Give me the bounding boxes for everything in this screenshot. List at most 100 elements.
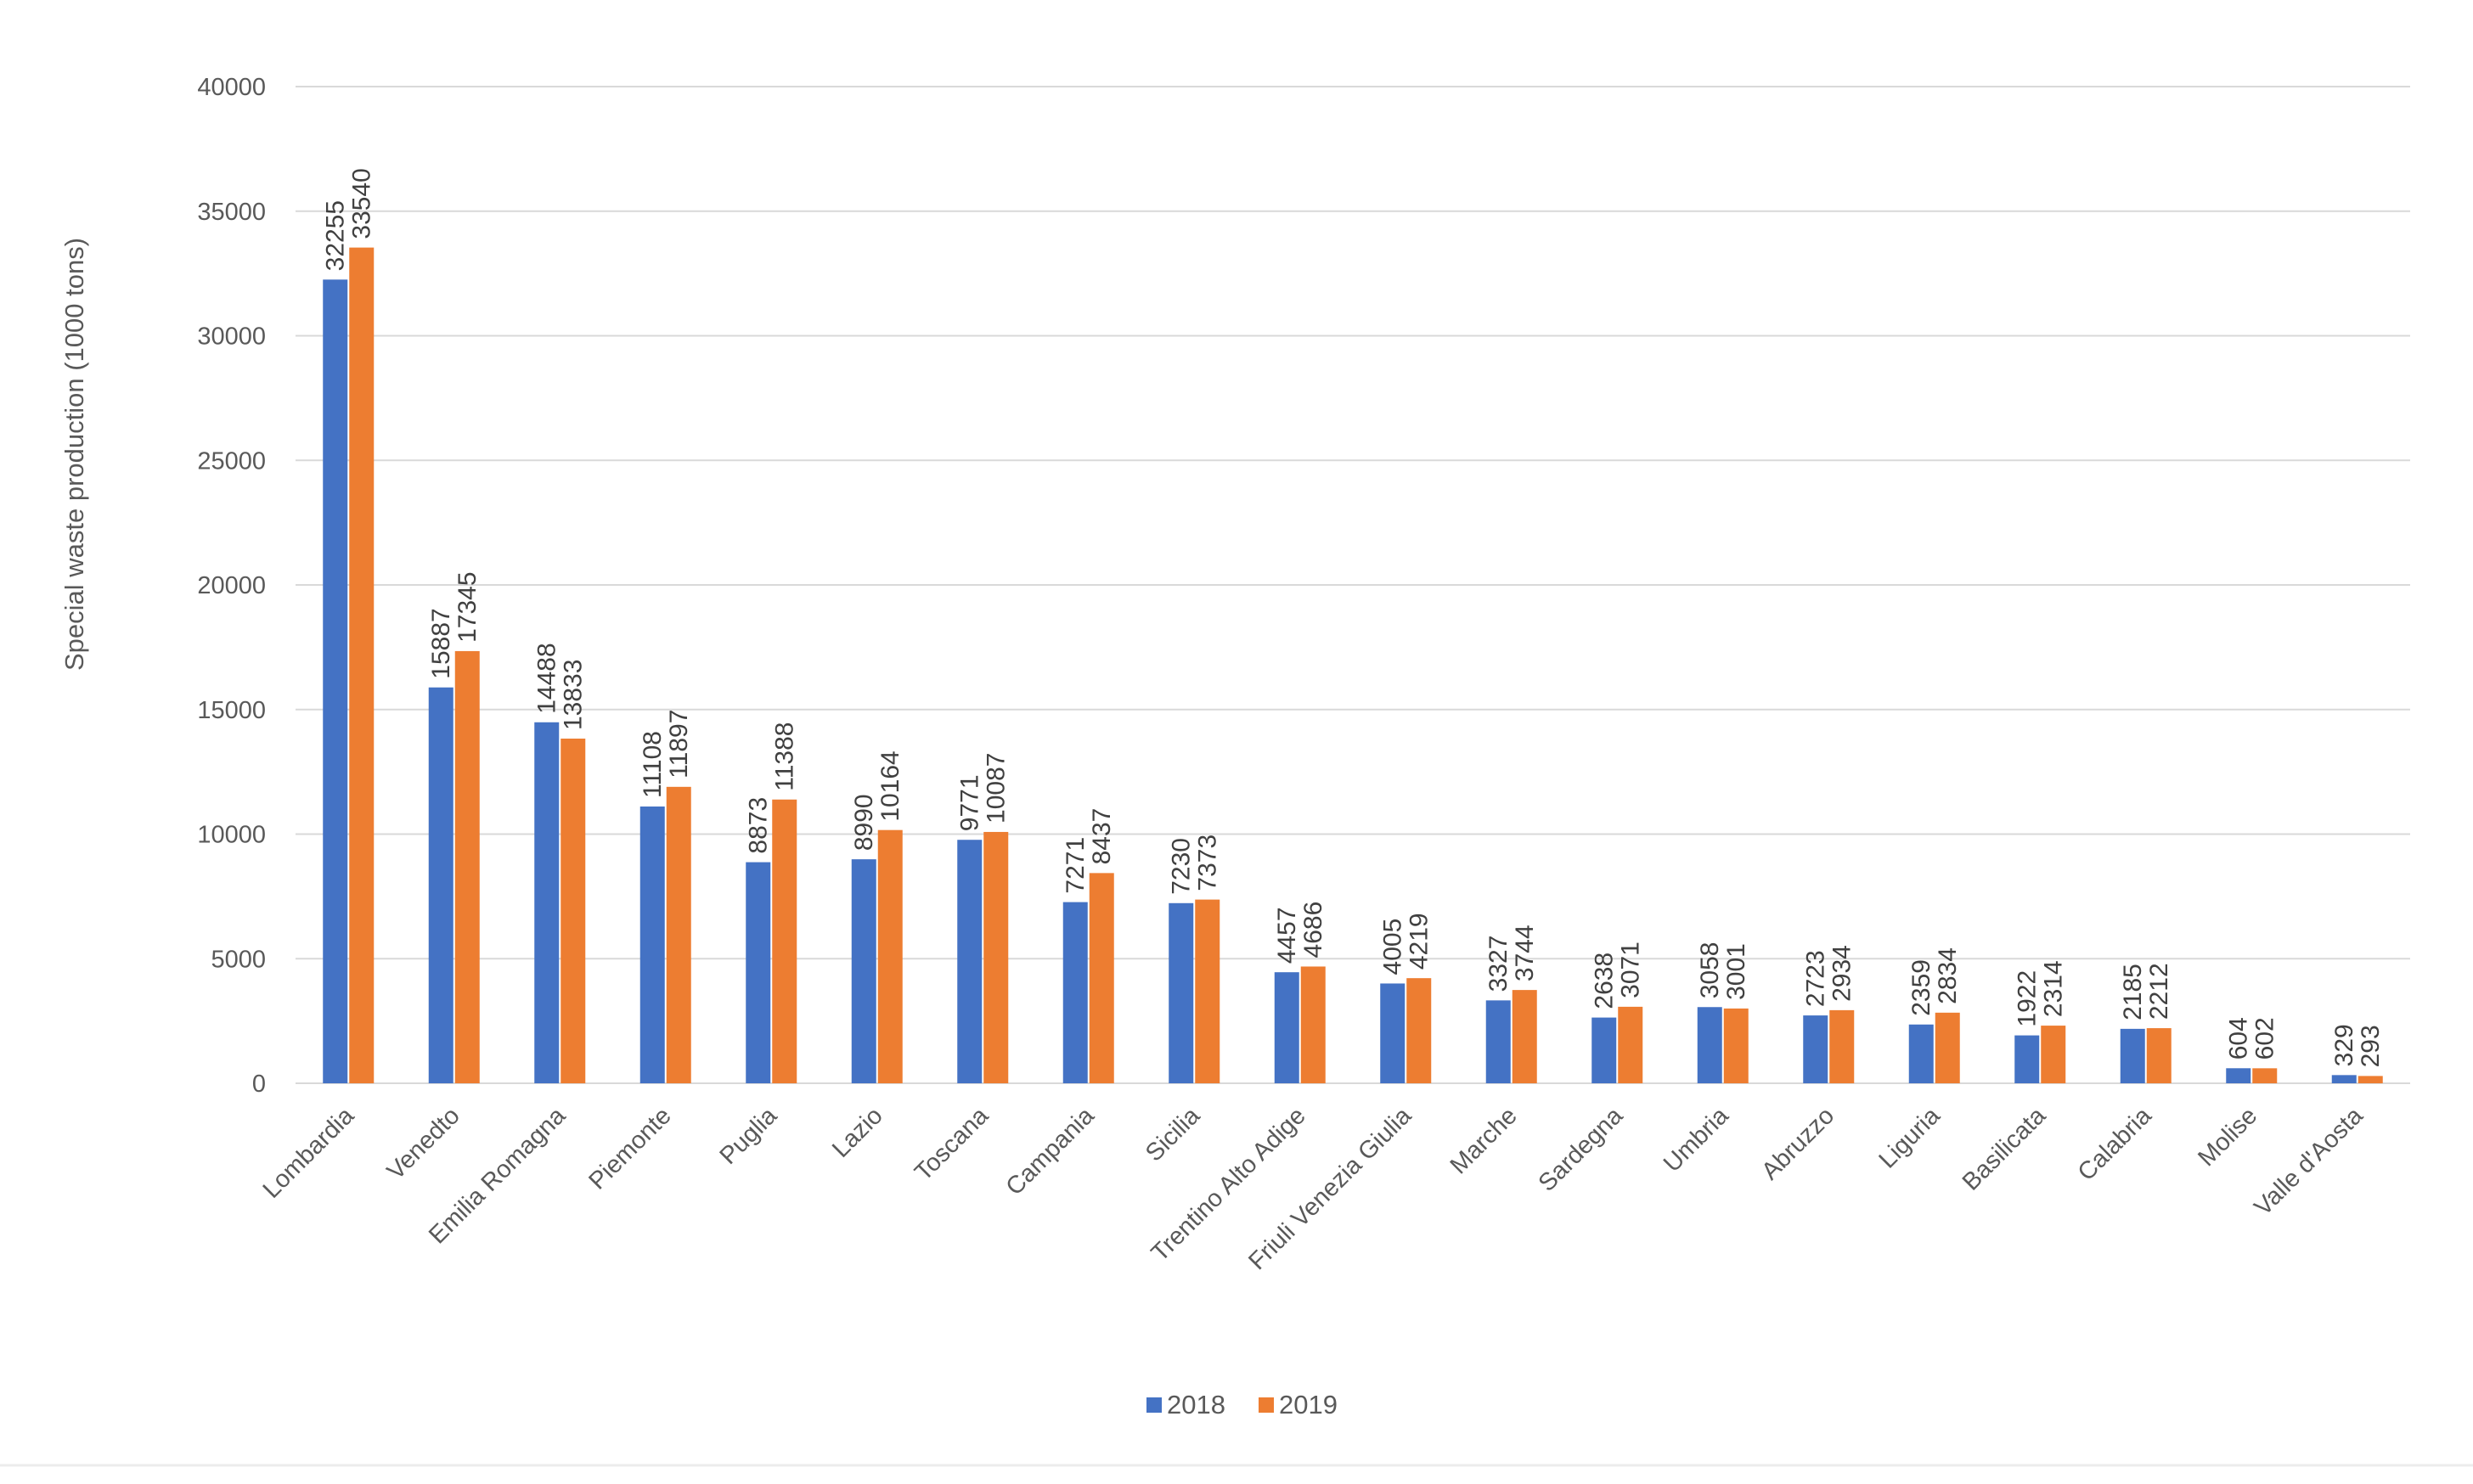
x-category-label: Lazio [827, 1102, 888, 1163]
data-label: 3071 [1617, 942, 1645, 998]
bar-2018 [639, 806, 665, 1083]
bar-2018 [534, 722, 560, 1083]
bar-2018 [1380, 983, 1405, 1083]
bars [323, 247, 2383, 1083]
bar-2018 [2226, 1068, 2251, 1083]
data-label: 33540 [348, 168, 376, 239]
y-tick-label: 30000 [197, 323, 266, 351]
data-label: 602 [2251, 1017, 2279, 1060]
x-category-label: Piemonte [583, 1102, 676, 1195]
y-axis-label: Special waste production (1000 tons) [59, 238, 89, 671]
bar-2019 [1829, 1009, 1855, 1083]
data-label: 4219 [1405, 913, 1434, 970]
x-category-label: Sardegna [1534, 1102, 1629, 1197]
bar-2019 [2252, 1068, 2278, 1083]
data-label: 10087 [983, 753, 1011, 824]
y-axis-ticks: 0 5000 10000 15000 20000 25000 30000 35000 40000 [197, 74, 266, 1098]
x-category-label: Valle d'Aosta [2250, 1102, 2369, 1222]
data-label: 11897 [665, 710, 693, 779]
data-label: 17345 [453, 571, 482, 642]
legend-swatch [1146, 1397, 1162, 1413]
data-label: 8873 [745, 797, 773, 854]
bar-2018 [323, 279, 348, 1083]
bar-2019 [1723, 1008, 1749, 1083]
bar-2019 [772, 799, 797, 1083]
bar-2018 [2331, 1075, 2357, 1083]
data-label: 11108 [639, 731, 667, 798]
data-label: 2638 [1591, 953, 1619, 1009]
data-label: 7373 [1194, 835, 1222, 891]
data-label: 7271 [1062, 837, 1090, 894]
y-tick-label: 20000 [197, 572, 266, 599]
data-label: 2314 [2040, 960, 2068, 1017]
bar-2019 [561, 739, 586, 1083]
x-category-label: Campania [1001, 1102, 1101, 1201]
x-category-label: Toscana [910, 1102, 994, 1187]
data-label: 8990 [850, 794, 878, 851]
x-category-label: Puglia [715, 1102, 783, 1170]
x-category-label: Marche [1445, 1102, 1523, 1179]
bar-2019 [1512, 990, 1537, 1083]
data-label: 3058 [1696, 942, 1724, 998]
data-label: 14488 [533, 643, 561, 713]
data-label: 3001 [1722, 943, 1750, 1000]
legend-label: 2019 [1279, 1390, 1338, 1419]
bar-2019 [1300, 966, 1326, 1083]
data-label: 32255 [322, 200, 350, 271]
data-label: 329 [2330, 1024, 2358, 1066]
data-label: 7230 [1168, 838, 1196, 895]
data-label: 3327 [1484, 936, 1513, 992]
data-label: 4457 [1273, 907, 1301, 964]
data-label: 4005 [1379, 919, 1407, 975]
bar-2019 [2041, 1026, 2066, 1083]
data-label: 2185 [2119, 964, 2147, 1020]
bar-2019 [2358, 1076, 2383, 1083]
data-label: 2934 [1828, 945, 1856, 1002]
legend-swatch [1259, 1397, 1274, 1413]
y-tick-label: 15000 [197, 697, 266, 724]
x-category-label: Abruzzo [1756, 1102, 1839, 1185]
data-label: 8437 [1088, 808, 1116, 865]
bar-2019 [1406, 978, 1432, 1083]
data-label: 2212 [2145, 963, 2173, 1020]
bar-2019 [2146, 1028, 2172, 1083]
bar-2018 [1062, 902, 1088, 1083]
x-category-label: Sicilia [1141, 1102, 1206, 1167]
data-label: 3744 [1511, 925, 1539, 981]
data-label: 4686 [1299, 902, 1327, 958]
bar-2018 [428, 687, 453, 1083]
x-category-label: Basilicata [1958, 1102, 2052, 1196]
bar-2018 [1169, 902, 1194, 1083]
bar-2018 [1591, 1017, 1617, 1083]
bar-2019 [454, 650, 480, 1083]
bar-2018 [851, 859, 876, 1083]
bar-2019 [349, 247, 375, 1083]
legend-label: 2018 [1167, 1390, 1225, 1419]
x-category-label: Venedto [382, 1102, 465, 1185]
bar-2018 [1908, 1024, 1934, 1083]
bar-2019 [1195, 899, 1220, 1083]
y-tick-label: 10000 [197, 822, 266, 849]
bar-2019 [877, 829, 903, 1083]
bar-2018 [2014, 1035, 2040, 1083]
x-category-label: Lombardia [258, 1102, 360, 1204]
y-tick-label: 40000 [197, 74, 266, 101]
x-category-label: Calabria [2073, 1102, 2158, 1187]
bar-2018 [1485, 1000, 1511, 1083]
x-category-label: Umbria [1659, 1102, 1734, 1178]
x-category-label: Molise [2193, 1102, 2262, 1172]
data-label: 10164 [876, 750, 904, 821]
bar-2019 [1618, 1006, 1643, 1083]
bar-2018 [2120, 1028, 2145, 1083]
data-label: 604 [2225, 1017, 2253, 1060]
y-tick-label: 5000 [211, 946, 266, 973]
data-label: 293 [2357, 1025, 2385, 1067]
data-label: 2359 [1907, 959, 1935, 1016]
bar-2019 [1089, 873, 1114, 1083]
bar-2018 [1697, 1007, 1722, 1083]
data-label: 2723 [1802, 950, 1830, 1007]
bar-2018 [1274, 972, 1299, 1083]
y-tick-label: 35000 [197, 199, 266, 226]
